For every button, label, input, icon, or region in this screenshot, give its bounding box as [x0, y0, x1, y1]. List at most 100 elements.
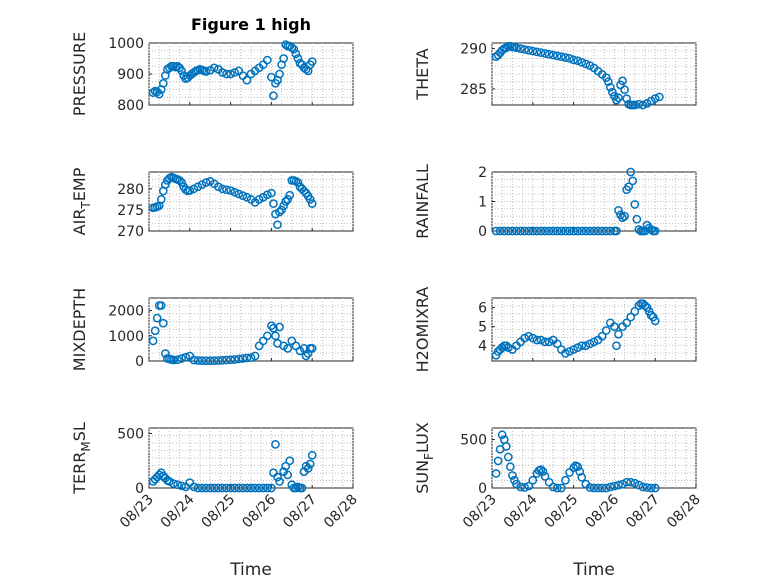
data-point [193, 483, 203, 493]
x-tick-label: 08/27 [623, 492, 663, 532]
data-point [508, 226, 517, 236]
data-point [152, 313, 162, 323]
data-point [620, 85, 629, 95]
data-point [193, 356, 203, 365]
data-point [532, 47, 542, 57]
data-point [589, 483, 599, 493]
data-point [548, 482, 558, 492]
data-point [577, 341, 587, 351]
data-point [305, 195, 315, 204]
y-axis-label: TERRMSL [70, 422, 93, 495]
data-point [503, 452, 513, 462]
data-point [565, 347, 574, 356]
data-point [269, 323, 278, 333]
data-point [544, 337, 554, 347]
data-point [603, 77, 613, 86]
data-point [520, 226, 529, 236]
data-point [242, 75, 252, 85]
data-point [575, 467, 585, 476]
data-point [610, 481, 619, 491]
x-tick-label: 08/28 [321, 492, 361, 532]
x-tick-label: 08/25 [542, 492, 582, 532]
data-point [160, 180, 170, 189]
data-point [548, 226, 558, 236]
data-point [175, 176, 184, 185]
data-point [218, 483, 227, 493]
data-point [573, 343, 583, 352]
y-tick-label: 0 [478, 224, 487, 240]
data-point [275, 69, 284, 79]
data-point [538, 467, 548, 476]
subplot-theta: 285 290 THETA [413, 42, 697, 110]
data-point [222, 185, 231, 195]
data-point [303, 464, 313, 473]
data-point [158, 318, 168, 328]
data-point [536, 226, 546, 236]
data-point [618, 76, 627, 86]
data-point [620, 211, 629, 221]
data-point [524, 45, 534, 55]
data-point [520, 483, 529, 492]
data-point [230, 355, 240, 364]
data-point [612, 226, 621, 236]
data-point [585, 483, 595, 492]
data-point [597, 483, 607, 493]
data-point [285, 190, 295, 200]
data-point [501, 341, 511, 351]
data-point [630, 200, 640, 209]
data-point [297, 483, 307, 493]
data-point [250, 351, 260, 361]
data-point [614, 206, 623, 215]
data-point [638, 482, 648, 492]
data-point [508, 471, 517, 480]
data-point [287, 43, 297, 53]
data-point [654, 92, 664, 102]
data-point [275, 207, 284, 217]
data-point [189, 482, 199, 492]
x-tick-label: 08/26 [239, 491, 279, 531]
data-point [622, 94, 631, 103]
data-point [281, 461, 291, 471]
data-point [516, 226, 525, 236]
data-point [269, 91, 278, 101]
data-point [491, 469, 501, 478]
data-point [512, 226, 521, 236]
data-point [601, 483, 611, 493]
data-point [589, 337, 599, 347]
subplot-sun_flux: 0 500 08/23 08/24 08/25 08/26 08/27 08/28 SUNFLU… [413, 422, 704, 531]
y-tick-label: 1000 [108, 329, 144, 345]
data-point [624, 182, 634, 192]
x-tick-label: 08/27 [280, 492, 320, 532]
data-point [569, 463, 578, 473]
data-point [503, 226, 513, 236]
data-point [230, 187, 240, 197]
data-point [205, 356, 215, 366]
data-point [577, 473, 587, 482]
y-tick-label: 500 [460, 433, 487, 449]
data-point [279, 201, 288, 211]
y-tick-label: 290 [460, 42, 487, 58]
data-point [650, 94, 660, 103]
data-point [201, 483, 211, 493]
y-tick-label: 800 [117, 98, 144, 114]
y-axis-label: H2OMIXRA [413, 287, 432, 373]
data-point [528, 46, 538, 56]
data-point [209, 356, 219, 365]
data-point [532, 335, 542, 345]
data-point [226, 69, 235, 79]
data-point [230, 68, 240, 77]
data-point [177, 178, 186, 187]
data-point [246, 353, 256, 363]
data-point [561, 475, 570, 485]
data-point [267, 483, 276, 493]
data-point [642, 483, 652, 492]
data-point [573, 462, 583, 472]
data-point [634, 301, 644, 310]
data-point [156, 301, 166, 310]
data-point [218, 184, 227, 194]
data-point [177, 481, 186, 491]
data-point [501, 442, 511, 451]
data-point [273, 472, 282, 482]
data-point [189, 355, 199, 365]
data-point [528, 333, 538, 343]
